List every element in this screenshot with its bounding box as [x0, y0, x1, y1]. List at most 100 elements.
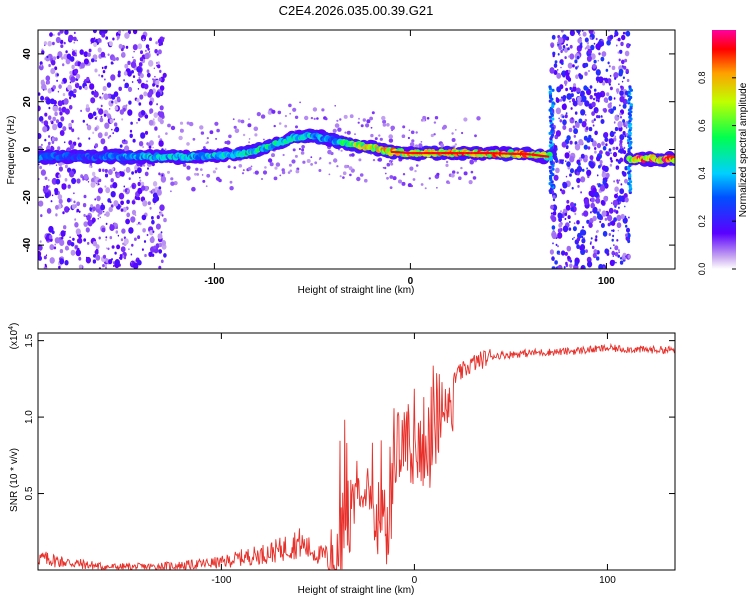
noise-dot	[559, 60, 562, 64]
noise-dot	[349, 173, 352, 177]
noise-dot	[41, 120, 44, 124]
noise-dot	[137, 235, 141, 240]
noise-dot	[104, 213, 106, 216]
noise-dot	[287, 171, 291, 174]
noise-dot	[614, 131, 616, 134]
noise-dot	[612, 229, 615, 233]
noise-dot	[474, 134, 477, 138]
noise-dot	[247, 123, 252, 128]
noise-dot	[369, 116, 373, 121]
noise-dot	[71, 168, 73, 171]
ridge-core	[443, 152, 446, 155]
noise-dot	[575, 66, 578, 70]
noise-dot	[93, 42, 98, 48]
noise-dot	[568, 69, 571, 73]
spectrogram-xlabel: Height of straight line (km)	[298, 285, 415, 296]
noise-dot	[108, 41, 113, 47]
noise-dot	[314, 161, 318, 165]
noise-dot	[165, 132, 168, 135]
ridge-core	[500, 152, 503, 155]
noise-dot	[271, 109, 276, 114]
spectrogram-ytick-label: 20	[22, 96, 33, 108]
noise-dot	[568, 227, 572, 231]
noise-dot	[131, 209, 137, 216]
noise-dot	[229, 186, 234, 191]
noise-dot	[111, 128, 113, 131]
noise-dot	[127, 189, 129, 192]
noise-dot	[86, 123, 89, 126]
noise-dot	[68, 122, 72, 128]
noise-dot	[108, 259, 113, 265]
noise-dot	[569, 30, 575, 37]
noise-dot	[138, 141, 144, 147]
noise-dot	[137, 118, 141, 122]
noise-dot	[572, 100, 578, 107]
noise-dot	[233, 125, 237, 129]
noise-dot	[131, 70, 134, 74]
noise-dot	[47, 178, 50, 182]
noise-dot	[234, 128, 240, 134]
noise-dot	[123, 238, 129, 245]
noise-dot	[574, 143, 581, 151]
colorbar-ticks: 0.0 0.2 0.4 0.6 0.8	[697, 72, 736, 275]
noise-dot	[433, 133, 436, 136]
noise-dot	[116, 38, 119, 41]
noise-dot	[73, 88, 77, 94]
noise-dot	[260, 114, 266, 119]
noise-dot	[142, 200, 148, 207]
noise-dot	[578, 139, 584, 146]
noise-dot	[98, 108, 104, 115]
noise-dot	[619, 147, 625, 154]
noise-dot	[274, 166, 278, 170]
noise-dot	[98, 236, 101, 240]
noise-dot	[619, 90, 624, 96]
noise-dot	[44, 44, 46, 47]
noise-dot	[565, 160, 567, 163]
noise-dot	[366, 119, 371, 124]
noise-dot	[615, 146, 619, 150]
noise-dot	[83, 213, 86, 217]
noise-dot	[152, 118, 155, 121]
noise-dot	[130, 216, 136, 223]
noise-dot	[113, 265, 115, 267]
noise-dot	[86, 214, 91, 221]
noise-dot	[584, 118, 587, 122]
noise-dot	[562, 97, 566, 102]
noise-dot	[629, 43, 631, 47]
noise-dot	[51, 194, 54, 197]
noise-dot	[328, 173, 331, 176]
noise-dot	[608, 83, 612, 86]
noise-dot	[333, 158, 338, 163]
ridge-core	[427, 152, 430, 155]
noise-dot	[99, 216, 101, 219]
ridge-core	[453, 152, 456, 155]
ridge-core	[456, 152, 459, 155]
noise-dot	[78, 264, 83, 269]
noise-dot	[254, 133, 258, 137]
noise-dot	[587, 146, 591, 150]
noise-dot	[617, 254, 620, 258]
noise-dot	[108, 169, 113, 175]
noise-dot	[114, 99, 118, 105]
noise-dot	[90, 97, 96, 104]
noise-dot	[618, 251, 620, 254]
noise-dot	[64, 230, 66, 233]
noise-dot	[159, 211, 161, 214]
noise-dot	[157, 233, 163, 240]
noise-dot	[551, 266, 555, 269]
noise-dot	[64, 178, 68, 182]
noise-dot	[611, 250, 615, 256]
ridge-core	[511, 152, 514, 155]
noise-dot	[146, 69, 150, 73]
noise-dot	[585, 87, 589, 91]
noise-dot	[619, 145, 623, 150]
noise-dot	[596, 211, 600, 216]
spectrogram-ylabel: Frequency (Hz)	[6, 116, 17, 185]
colorbar-tick-label: 0.4	[697, 167, 707, 180]
ridge-core	[407, 151, 410, 154]
noise-dot	[102, 30, 108, 34]
noise-dot	[127, 109, 133, 116]
noise-dot	[44, 99, 47, 102]
noise-dot	[604, 217, 608, 221]
